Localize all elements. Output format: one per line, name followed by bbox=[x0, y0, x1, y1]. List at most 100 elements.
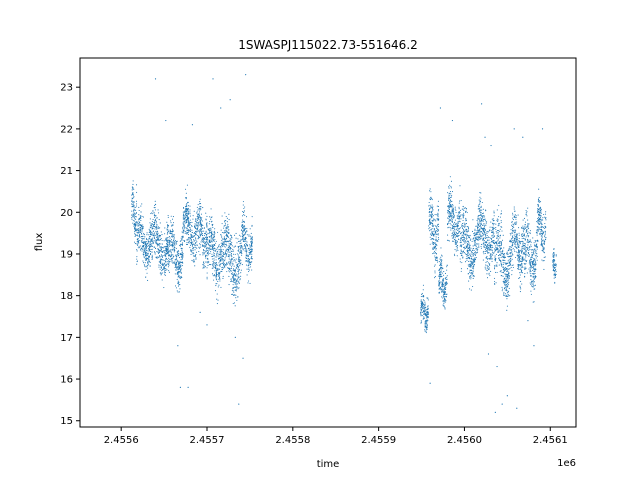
data-point bbox=[228, 267, 230, 269]
data-point bbox=[136, 191, 138, 193]
data-point bbox=[199, 243, 201, 245]
data-point bbox=[462, 256, 464, 258]
data-point bbox=[186, 243, 188, 246]
data-point bbox=[205, 244, 207, 246]
data-point bbox=[486, 221, 488, 223]
data-point bbox=[225, 229, 227, 232]
data-point bbox=[152, 240, 154, 242]
data-point bbox=[527, 225, 529, 227]
data-point bbox=[514, 250, 516, 253]
data-point bbox=[160, 272, 162, 274]
data-point bbox=[436, 261, 439, 263]
data-point bbox=[441, 265, 443, 267]
data-point bbox=[199, 246, 201, 248]
data-point bbox=[451, 220, 453, 222]
data-point bbox=[440, 270, 442, 273]
data-point bbox=[487, 239, 489, 241]
data-point bbox=[520, 280, 522, 283]
data-point bbox=[243, 229, 245, 231]
data-point bbox=[429, 223, 431, 225]
data-point bbox=[524, 245, 526, 247]
data-point bbox=[431, 215, 433, 217]
data-point bbox=[213, 258, 215, 260]
data-point bbox=[464, 211, 467, 213]
data-point bbox=[501, 255, 503, 257]
data-point bbox=[492, 234, 494, 236]
data-point bbox=[153, 246, 155, 248]
data-point bbox=[147, 279, 149, 282]
data-point bbox=[424, 323, 426, 325]
data-point bbox=[507, 279, 509, 281]
data-point bbox=[177, 266, 179, 268]
data-point bbox=[203, 263, 205, 265]
data-point bbox=[167, 243, 169, 245]
data-point bbox=[160, 243, 162, 245]
data-point bbox=[534, 241, 537, 243]
data-point bbox=[456, 233, 458, 235]
data-point bbox=[224, 251, 227, 253]
data-point bbox=[218, 254, 220, 256]
data-point bbox=[443, 305, 445, 307]
data-point bbox=[438, 288, 440, 290]
data-point bbox=[184, 232, 186, 234]
data-point bbox=[514, 257, 517, 259]
data-point bbox=[239, 243, 241, 245]
data-point bbox=[241, 235, 243, 237]
data-point bbox=[460, 249, 462, 251]
data-point bbox=[495, 231, 497, 233]
data-point bbox=[454, 228, 456, 231]
data-point bbox=[149, 243, 151, 245]
data-point bbox=[210, 227, 212, 229]
data-point bbox=[205, 230, 207, 232]
data-point bbox=[503, 268, 505, 270]
data-point bbox=[452, 205, 454, 207]
data-point bbox=[477, 251, 479, 253]
data-point bbox=[201, 239, 203, 241]
data-point bbox=[153, 225, 155, 227]
data-point bbox=[448, 226, 450, 228]
data-point bbox=[443, 292, 445, 294]
data-point bbox=[140, 225, 142, 227]
data-point bbox=[479, 217, 481, 219]
data-point bbox=[469, 255, 471, 257]
data-point bbox=[519, 272, 521, 274]
data-point bbox=[235, 245, 237, 247]
data-point bbox=[178, 268, 180, 270]
data-point bbox=[455, 243, 457, 245]
data-point bbox=[238, 256, 240, 258]
data-point bbox=[503, 284, 506, 286]
data-point bbox=[506, 277, 508, 279]
data-point bbox=[455, 228, 457, 230]
data-point bbox=[528, 268, 530, 270]
data-point bbox=[187, 224, 189, 226]
data-point bbox=[515, 237, 517, 239]
data-point bbox=[195, 244, 197, 246]
data-point bbox=[464, 207, 466, 209]
data-point bbox=[221, 238, 223, 240]
data-point bbox=[442, 299, 444, 301]
data-point bbox=[438, 209, 440, 211]
data-point bbox=[489, 247, 492, 249]
data-point bbox=[462, 257, 464, 259]
data-point bbox=[500, 263, 502, 265]
data-point bbox=[483, 229, 485, 231]
data-point bbox=[237, 268, 239, 270]
data-point bbox=[143, 243, 145, 245]
data-point bbox=[512, 232, 514, 234]
data-point bbox=[234, 281, 236, 283]
data-point bbox=[225, 233, 227, 235]
data-point bbox=[231, 293, 233, 295]
data-point bbox=[476, 232, 478, 234]
data-point bbox=[207, 251, 209, 253]
data-point bbox=[150, 233, 152, 235]
data-point bbox=[138, 245, 140, 247]
data-point bbox=[432, 253, 434, 255]
data-point bbox=[502, 249, 504, 251]
data-point bbox=[524, 221, 527, 223]
data-point bbox=[451, 235, 453, 237]
data-point bbox=[244, 206, 246, 208]
data-point bbox=[247, 247, 249, 249]
data-point bbox=[233, 282, 235, 284]
data-point bbox=[193, 210, 195, 212]
data-point bbox=[242, 236, 244, 238]
